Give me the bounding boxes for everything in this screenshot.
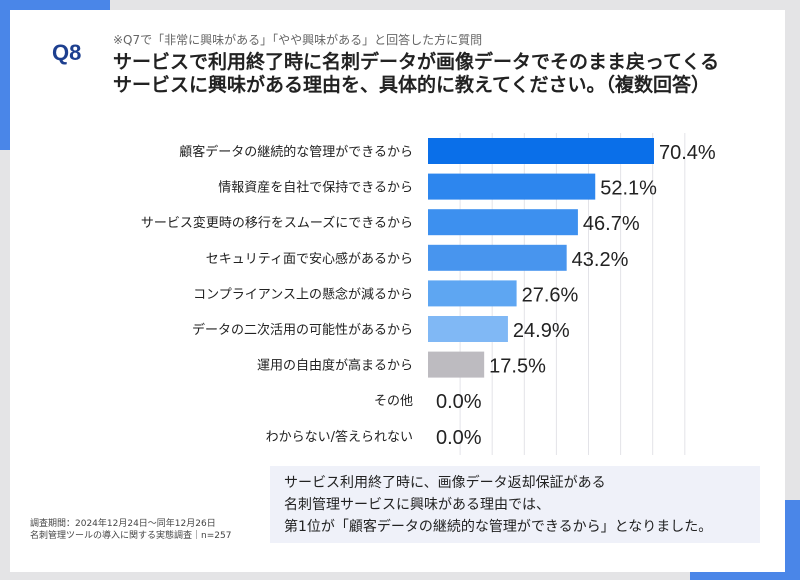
value-label: 0.0% (436, 391, 482, 413)
summary-line1: サービス利用終了時に、画像データ返却保証がある (284, 475, 606, 491)
value-label: 52.1% (600, 178, 657, 200)
bar (428, 351, 485, 378)
category-label: わからない/答えられない (266, 429, 413, 445)
question-title-line2: サービスに興味がある理由を、具体的に教えてください。（複数回答） (113, 74, 710, 96)
question-number: Q8 (52, 40, 82, 65)
category-label: コンプライアンス上の懸念が減るから (193, 286, 413, 302)
value-label: 70.4% (659, 142, 716, 164)
category-label: セキュリティ面で安心感があるから (206, 251, 413, 267)
survey-period: 調査期間：2024年12月24日〜同年12月26日 (30, 519, 216, 529)
value-label: 43.2% (572, 249, 629, 271)
value-label: 0.0% (436, 427, 482, 449)
bar (428, 173, 596, 200)
category-label: サービス変更時の移行をスムーズにできるから (141, 215, 413, 231)
question-note: ※Q7で「非常に興味がある」「やや興味がある」と回答した方に質問 (113, 33, 483, 47)
value-label: 27.6% (522, 284, 579, 306)
summary-line3: 第1位が「顧客データの継続的な管理ができるから」となりました。 (284, 519, 713, 535)
category-label: データの二次活用の可能性があるから (192, 322, 413, 338)
bar (428, 138, 654, 164)
summary-box: サービス利用終了時に、画像データ返却保証がある 名刺管理サービスに興味がある理由… (270, 466, 760, 543)
value-label: 46.7% (583, 213, 640, 235)
question-title: サービスで利用終了時に名刺データが画像データでそのまま戻ってくる サービスに興味… (113, 51, 719, 97)
category-label: 運用の自由度が高まるから (257, 358, 413, 374)
bar (428, 209, 578, 236)
value-label: 24.9% (513, 320, 570, 342)
bar (428, 316, 508, 342)
survey-name: 名刺管理ツールの導入に関する実態調査｜n=257 (30, 531, 232, 541)
category-label: 顧客データの継続的な管理ができるから (179, 144, 413, 160)
bar (428, 244, 567, 271)
category-label: 情報資産を自社で保持できるから (218, 180, 413, 196)
value-label: 17.5% (489, 356, 546, 378)
survey-footnote: 調査期間：2024年12月24日〜同年12月26日 名刺管理ツールの導入に関する… (30, 518, 231, 542)
summary-line2: 名刺管理サービスに興味がある理由では、 (284, 497, 550, 513)
bar (428, 280, 517, 307)
category-label: その他 (374, 394, 413, 409)
question-title-line1: サービスで利用終了時に名刺データが画像データでそのまま戻ってくる (113, 51, 720, 73)
